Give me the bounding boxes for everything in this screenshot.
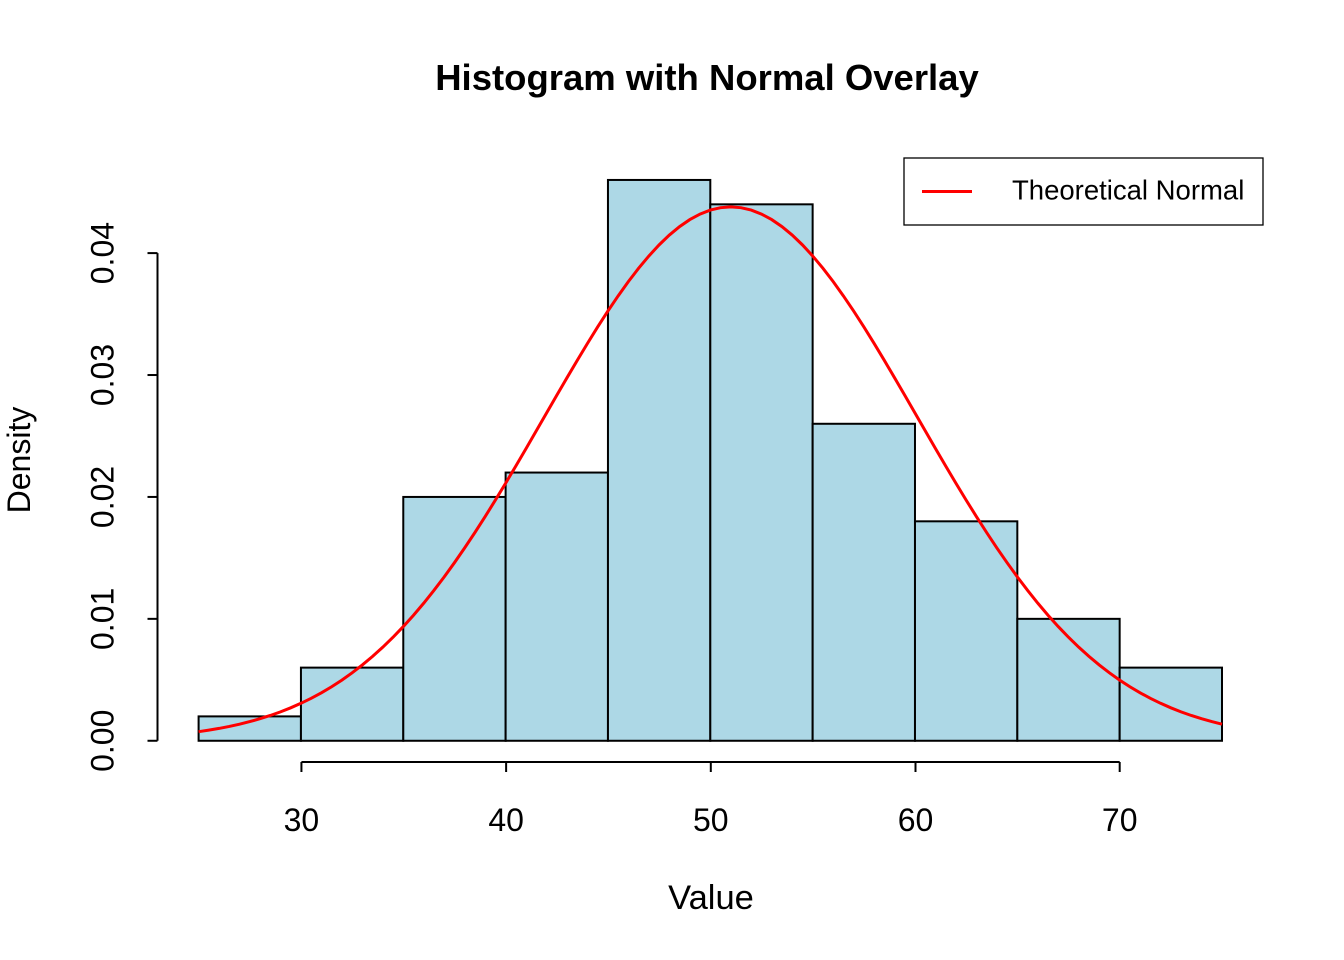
svg-text:30: 30 [284, 802, 320, 838]
svg-text:60: 60 [898, 802, 934, 838]
svg-text:0.01: 0.01 [84, 588, 120, 650]
svg-text:0.02: 0.02 [84, 466, 120, 528]
svg-text:0.03: 0.03 [84, 344, 120, 406]
svg-text:Theoretical Normal: Theoretical Normal [1012, 174, 1244, 205]
svg-text:Histogram with Normal Overlay: Histogram with Normal Overlay [435, 57, 979, 98]
svg-text:40: 40 [488, 802, 524, 838]
svg-text:Density: Density [1, 407, 37, 514]
svg-text:0.00: 0.00 [84, 710, 120, 772]
svg-text:Value: Value [668, 879, 754, 917]
svg-text:0.04: 0.04 [84, 222, 120, 284]
svg-text:70: 70 [1102, 802, 1138, 838]
svg-text:50: 50 [693, 802, 729, 838]
